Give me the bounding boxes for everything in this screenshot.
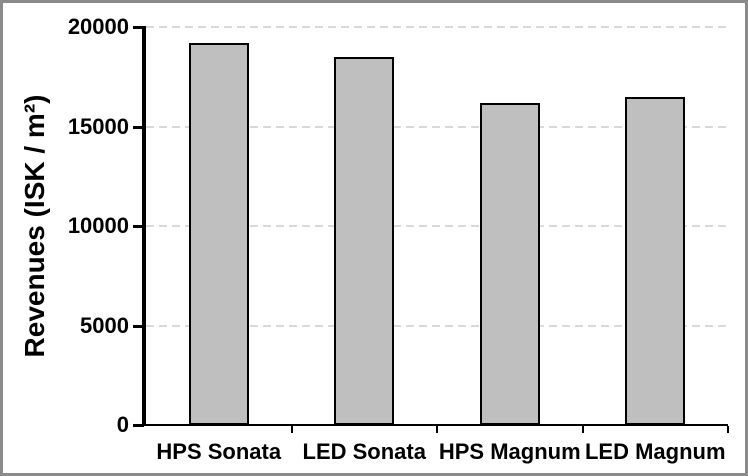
bar xyxy=(625,97,686,425)
y-tick-label: 0 xyxy=(116,412,129,437)
y-tick-label: 5000 xyxy=(80,312,129,338)
y-tick-mark xyxy=(133,26,144,29)
x-tick-label: LED Magnum xyxy=(584,439,726,464)
plot-area xyxy=(146,26,728,425)
x-axis-line xyxy=(142,424,728,426)
y-tick-mark xyxy=(133,324,144,328)
gridline xyxy=(146,125,728,128)
y-tick-label: 10000 xyxy=(67,213,129,238)
x-tick-label: HPS Sonata xyxy=(156,439,282,464)
y-tick-mark xyxy=(133,225,144,228)
gridline xyxy=(146,26,728,28)
x-tick-mark xyxy=(581,426,584,433)
x-tick-mark xyxy=(290,426,293,433)
bar xyxy=(188,43,249,425)
x-tick-mark xyxy=(436,426,438,433)
bar xyxy=(334,57,395,425)
x-tick-mark xyxy=(727,426,729,433)
x-tick-label: LED Sonata xyxy=(302,439,426,464)
x-tick-label: HPS Magnum xyxy=(438,439,581,464)
gridline xyxy=(146,225,728,227)
y-tick-label: 15000 xyxy=(67,113,129,139)
y-axis-line xyxy=(142,26,146,426)
y-tick-mark xyxy=(133,125,144,129)
y-tick-label: 20000 xyxy=(67,14,129,39)
gridline xyxy=(146,324,728,327)
y-tick-mark xyxy=(133,424,144,427)
bar xyxy=(479,103,540,425)
